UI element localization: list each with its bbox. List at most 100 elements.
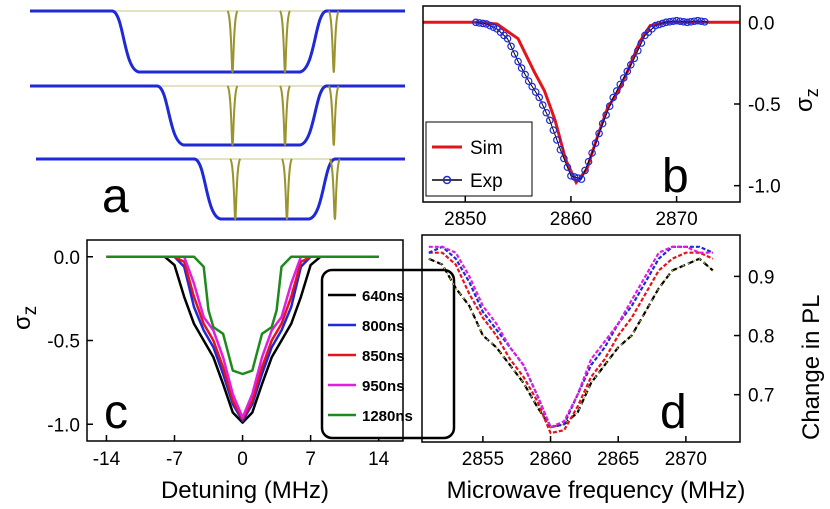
legend-c: 640ns 800ns 850ns 950ns 1280ns — [320, 268, 456, 440]
trace-a2 — [30, 84, 405, 147]
y-tick-label: -1.0 — [748, 177, 781, 198]
exp-marker — [630, 54, 639, 63]
trace-a3 — [36, 157, 405, 221]
exp-marker — [574, 174, 582, 182]
legend-c-box — [320, 268, 456, 440]
exp-marker — [700, 17, 709, 26]
legend-c-label: 850ns — [362, 348, 405, 365]
y-tick-label: 0.8 — [748, 327, 774, 348]
series-800ns — [106, 255, 379, 423]
legend-c-label: 1280ns — [362, 408, 413, 425]
exp-marker — [482, 20, 491, 28]
y-axis-label-sub: z — [802, 88, 822, 97]
y-tick-label: 0.0 — [54, 248, 80, 269]
exp-marker — [658, 19, 667, 28]
series-950ns — [106, 255, 379, 419]
panel-letter-b: b — [662, 150, 689, 203]
exp-marker — [538, 101, 547, 109]
exp-marker — [595, 129, 603, 138]
legend-c-label: 800ns — [362, 318, 405, 335]
exp-marker — [602, 111, 610, 119]
exp-marker — [545, 116, 554, 125]
legend-c-label: 640ns — [362, 288, 405, 305]
exp-marker — [479, 19, 487, 28]
exp-marker — [503, 34, 512, 43]
exp-marker — [553, 136, 561, 144]
legend-b-label: Exp — [470, 171, 503, 192]
x-tick-label: 2860 — [550, 209, 592, 230]
panel-b: 2850 2860 2870 0.0 -0.5 -1.0 σz Sim Exp b — [423, 13, 822, 230]
panel-a: a — [30, 9, 405, 223]
exp-marker — [598, 119, 607, 128]
panel-letter-c: c — [104, 386, 128, 439]
exp-marker — [616, 80, 625, 89]
pulse-spike — [280, 158, 293, 221]
y-tick-label: -0.5 — [47, 332, 80, 353]
x-tick-label: 7 — [305, 449, 316, 470]
x-tick-label: 2870 — [655, 209, 697, 230]
exp-marker — [535, 93, 544, 102]
series-1280ns — [106, 255, 379, 376]
exp-marker — [619, 74, 628, 82]
exp-marker — [567, 172, 575, 180]
exp-marker — [672, 16, 681, 25]
x-tick-label: 2855 — [462, 449, 504, 470]
y-tick-label: -0.5 — [748, 95, 781, 116]
pulse-spike — [226, 85, 239, 147]
pulse-spike — [328, 158, 341, 221]
exp-marker — [676, 17, 684, 26]
legend-b: Sim Exp — [425, 121, 533, 197]
legend-b-marker — [442, 175, 452, 185]
exp-marker — [510, 50, 519, 58]
x-tick-label: 2860 — [529, 449, 571, 470]
exp-marker — [531, 88, 540, 96]
exp-marker — [570, 173, 579, 181]
exp-marker — [549, 126, 558, 134]
exp-marker — [472, 18, 480, 27]
exp-marker — [697, 17, 706, 26]
exp-marker — [627, 61, 635, 69]
series-640ns — [106, 255, 379, 424]
exp-marker — [686, 17, 695, 26]
y-axis-label: σz — [791, 88, 822, 112]
exp-marker — [679, 17, 688, 26]
y-axis-label-main: σ — [791, 97, 818, 112]
x-tick-label: 2865 — [597, 449, 639, 470]
exp-marker — [475, 19, 484, 27]
y-axis-label: σz — [9, 306, 41, 330]
exp-marker — [489, 23, 498, 32]
panel-d-frame — [421, 234, 741, 443]
exp-marker — [690, 17, 699, 26]
exp-marker — [507, 42, 515, 51]
series-850ns — [106, 255, 379, 421]
pulse-spike — [279, 85, 291, 147]
exp-marker — [542, 108, 551, 117]
y-tick-label: 0.9 — [748, 267, 774, 288]
panel-d: 2855 2860 2865 2870 0.9 0.8 0.7 Microwave frequ… — [428, 245, 825, 504]
exp-marker — [655, 20, 663, 29]
exp-marker — [486, 21, 494, 30]
exp-marker — [524, 77, 533, 85]
legend-c-label: 950ns — [362, 378, 405, 395]
pulse-spike — [226, 10, 239, 74]
y-tick-label: 0.7 — [748, 386, 774, 407]
x-tick-label: 2850 — [444, 209, 486, 230]
exp-marker — [651, 21, 660, 30]
y-axis-label-sub: z — [20, 306, 41, 316]
series-d-magenta — [428, 245, 713, 429]
y-tick-label: -1.0 — [47, 415, 80, 436]
x-axis-label: Detuning (MHz) — [161, 477, 329, 504]
panel-c: -14 -7 0 7 14 0.0 -0.5 -1.0 Detuning (MHz) σz 640n… — [9, 248, 456, 504]
series-d-blue — [428, 245, 714, 429]
panel-c-frame — [86, 239, 404, 442]
exp-marker — [623, 67, 632, 76]
exp-marker — [609, 93, 618, 102]
series-d-red — [428, 251, 714, 435]
trace-a1 — [30, 9, 405, 74]
x-tick-label: 2870 — [665, 449, 707, 470]
pulse-spike — [229, 158, 242, 221]
y-tick-label: 0.0 — [748, 13, 774, 34]
pulse-spike — [327, 10, 340, 74]
exp-marker — [521, 70, 529, 79]
